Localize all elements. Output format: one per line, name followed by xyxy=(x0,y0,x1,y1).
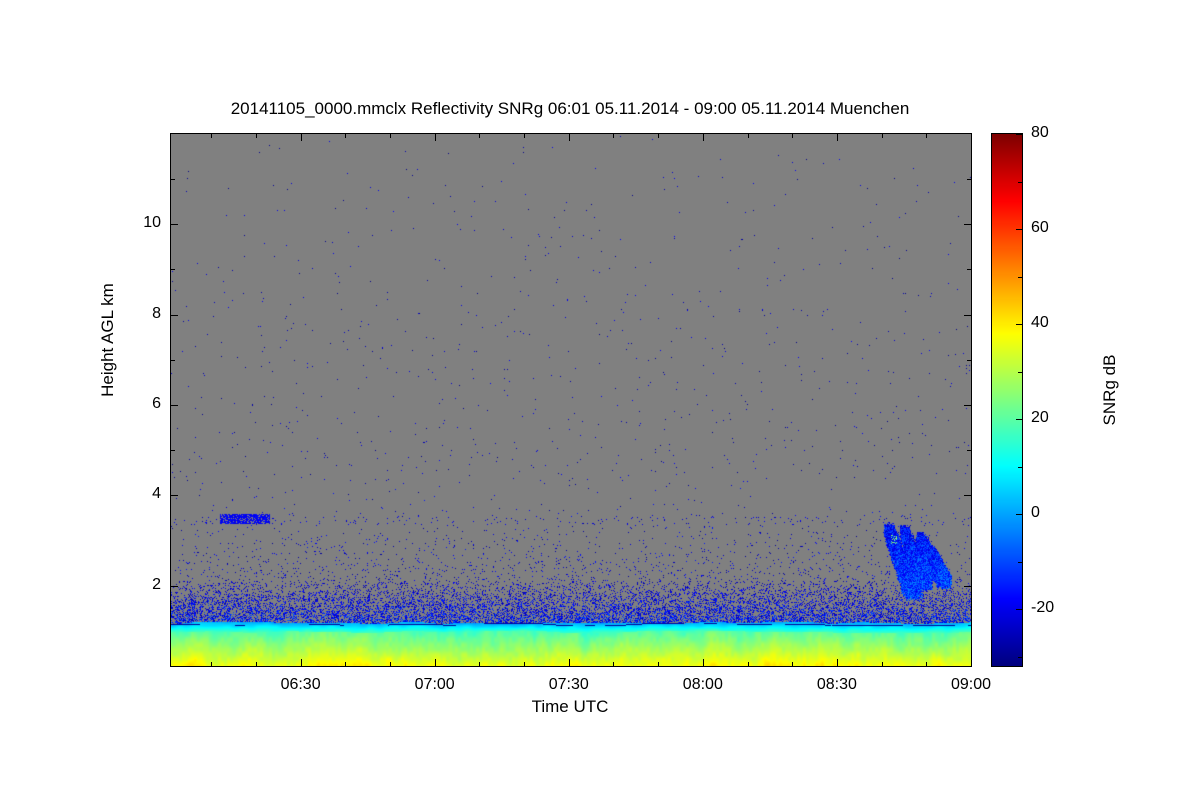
y-axis-tick-major xyxy=(171,314,178,316)
y-axis-tick-label: 8 xyxy=(152,304,161,322)
y-axis-tick-label: 2 xyxy=(152,575,161,593)
x-axis-tick-minor xyxy=(926,134,928,138)
y-axis-tick-minor xyxy=(967,450,971,452)
colorbar-tick-label: 60 xyxy=(1031,219,1049,236)
x-axis-tick-label: 09:00 xyxy=(950,676,992,693)
colorbar-tick-label: 40 xyxy=(1031,314,1049,331)
y-axis-label: Height AGL km xyxy=(98,283,117,397)
x-axis-tick-minor xyxy=(479,134,481,138)
y-axis-tick-minor xyxy=(967,359,971,361)
colorbar-tick-major xyxy=(1016,419,1022,420)
colorbar-tick-major xyxy=(1016,229,1022,230)
x-axis-tick-minor xyxy=(658,134,660,138)
colorbar-tick-label: -20 xyxy=(1031,599,1055,616)
x-axis-tick-major xyxy=(434,134,436,141)
x-axis-tick-minor xyxy=(792,134,794,138)
x-axis-tick-minor xyxy=(658,662,660,666)
x-axis-tick-label: 08:00 xyxy=(682,676,723,693)
y-axis-tick-major xyxy=(964,314,971,316)
x-axis-tick-minor xyxy=(389,134,391,138)
x-axis-tick-minor xyxy=(524,662,526,666)
y-axis-tick-minor xyxy=(967,269,971,271)
x-axis-tick-minor xyxy=(524,134,526,138)
y-axis-tick-major xyxy=(964,585,971,587)
colorbar-tick-minor xyxy=(1018,656,1022,658)
y-axis-tick-major xyxy=(171,404,178,406)
x-axis-tick-minor xyxy=(211,662,213,666)
x-axis-tick-major xyxy=(971,659,972,666)
reflectivity-heatmap[interactable] xyxy=(171,134,971,666)
x-axis-tick-major xyxy=(836,659,838,666)
x-axis-tick-major xyxy=(568,134,570,141)
x-axis-tick-major xyxy=(702,134,704,141)
y-axis-tick-major xyxy=(964,224,971,226)
x-axis-tick-major xyxy=(434,659,436,666)
y-axis-tick-minor xyxy=(171,269,175,271)
colorbar-tick-label: 0 xyxy=(1031,504,1040,521)
colorbar-tick-minor xyxy=(1018,561,1022,563)
colorbar-tick-minor xyxy=(1018,276,1022,278)
colorbar-tick-label: 20 xyxy=(1031,409,1049,426)
x-axis-tick-minor xyxy=(747,662,749,666)
x-axis-tick-minor xyxy=(389,662,391,666)
x-axis-tick-major xyxy=(300,134,302,141)
x-axis-tick-minor xyxy=(479,662,481,666)
y-axis-tick-label: 10 xyxy=(143,214,161,232)
x-axis-tick-minor xyxy=(881,134,883,138)
colorbar-tick-major xyxy=(1016,514,1022,515)
colorbar-tick-major xyxy=(1016,324,1022,325)
y-axis-tick-label: 6 xyxy=(152,394,161,412)
y-axis-tick-major xyxy=(171,585,178,587)
radar-plot-axes[interactable] xyxy=(170,133,972,667)
colorbar-label: SNRg dB xyxy=(1100,354,1119,426)
colorbar-gradient xyxy=(992,134,1022,666)
y-axis-tick-major xyxy=(171,495,178,497)
page-title: 20141105_0000.mmclx Reflectivity SNRg 06… xyxy=(230,99,910,118)
colorbar-tick-minor xyxy=(1018,371,1022,373)
y-axis-tick-minor xyxy=(171,359,175,361)
x-axis-tick-label: 06:30 xyxy=(280,676,321,693)
y-axis-tick-label: 4 xyxy=(152,485,161,503)
x-axis-tick-label: 08:30 xyxy=(816,676,857,693)
x-axis-tick-minor xyxy=(345,662,347,666)
colorbar-tick-minor xyxy=(1018,466,1022,468)
x-axis-tick-major xyxy=(702,659,704,666)
y-axis-tick-minor xyxy=(171,450,175,452)
x-axis-tick-major xyxy=(300,659,302,666)
x-axis-tick-label: 07:30 xyxy=(548,676,589,693)
x-axis-tick-label: 07:00 xyxy=(414,676,455,693)
x-axis-label: Time UTC xyxy=(531,697,609,716)
y-axis-tick-major xyxy=(964,495,971,497)
x-axis-tick-minor xyxy=(613,662,615,666)
x-axis-tick-minor xyxy=(345,134,347,138)
x-axis-tick-major xyxy=(568,659,570,666)
x-axis-tick-minor xyxy=(211,134,213,138)
x-axis-tick-minor xyxy=(613,134,615,138)
x-axis-tick-minor xyxy=(926,662,928,666)
y-axis-tick-minor xyxy=(171,178,175,180)
colorbar-tick-major xyxy=(1016,609,1022,610)
x-axis-tick-minor xyxy=(255,662,257,666)
colorbar-tick-label: 80 xyxy=(1031,124,1049,141)
x-axis-tick-minor xyxy=(792,662,794,666)
x-axis-tick-major xyxy=(971,134,972,141)
x-axis-tick-minor xyxy=(747,134,749,138)
y-axis-tick-major xyxy=(964,404,971,406)
colorbar-tick-major xyxy=(1016,134,1022,135)
y-axis-tick-minor xyxy=(967,178,971,180)
colorbar[interactable] xyxy=(991,133,1023,667)
x-axis-tick-major xyxy=(836,134,838,141)
y-axis-tick-major xyxy=(171,224,178,226)
colorbar-tick-minor xyxy=(1018,181,1022,183)
x-axis-tick-minor xyxy=(881,662,883,666)
x-axis-tick-minor xyxy=(255,134,257,138)
